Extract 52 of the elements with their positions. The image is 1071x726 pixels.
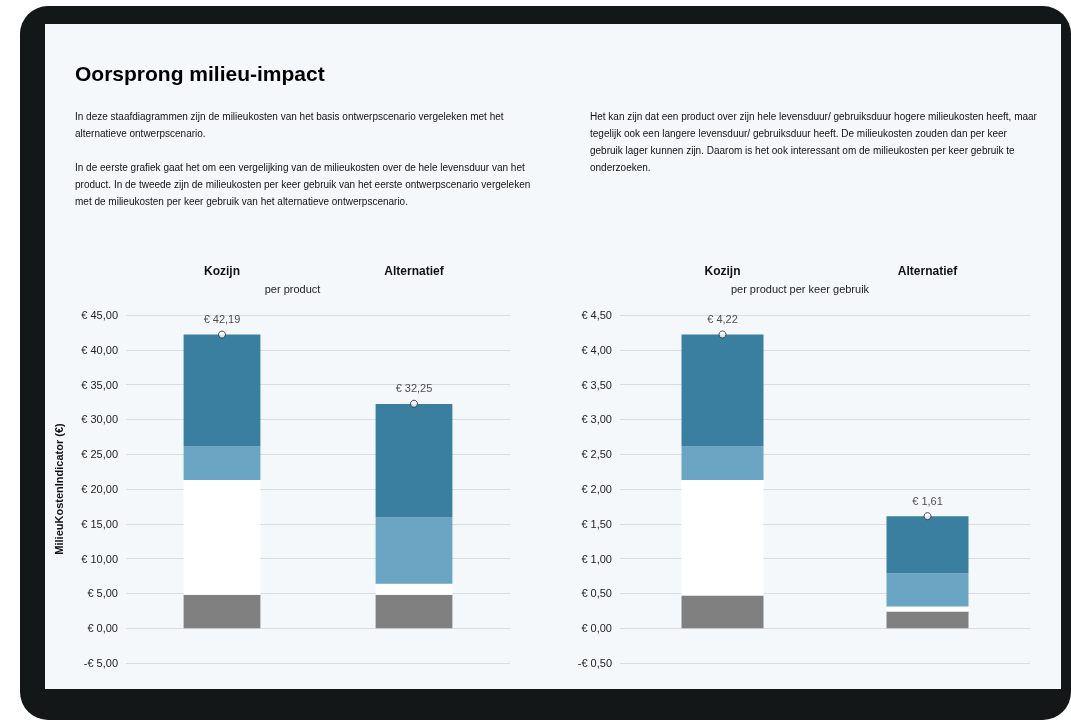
y-tick-label: € 40,00: [81, 343, 118, 356]
y-tick-label: € 2,50: [581, 448, 612, 461]
bar: [886, 611, 969, 629]
data-label: € 42,19: [203, 313, 241, 326]
y-tick-label: € 1,50: [581, 517, 612, 530]
y-tick-label: € 10,00: [81, 552, 118, 565]
y-tick-label: € 3,00: [581, 413, 612, 426]
chart-subtitle: per product: [264, 282, 321, 295]
bar: [681, 334, 764, 447]
y-axis-title: MilieuKostenIndicator (€): [52, 422, 65, 555]
x-tick-label: Alternatief: [384, 264, 445, 278]
y-tick-label: € 2,00: [581, 483, 612, 495]
data-label: € 1,61: [912, 494, 943, 507]
y-tick-label: € 4,00: [581, 343, 612, 356]
y-tick-label: € 30,00: [81, 413, 118, 426]
chart-title: Oorsprong milieu-impact: [75, 62, 325, 86]
bar: [681, 446, 764, 480]
text: Het kan zijn dat een product over zijn hele levensduur/ gebruiksduur hogere milieukosten heeft, maar tegelijk ook een langere levensduur/ gebruiksduur heeft. De milieukosten zouden dan per keer gebruik lager kunnen zijn. Daarom is het ook interessant om de milieukosten per keer gebruik te onderzoeken.: [590, 110, 1038, 175]
bar: [183, 334, 261, 447]
y-tick-label: € 35,00: [81, 378, 118, 391]
y-tick-label: € 5,00: [87, 587, 118, 600]
text: In deze staafdiagrammen zijn de milieukosten van het basis ontwerpscenario vergeleken met het alternatieve ontwerpscenario.: [75, 110, 505, 141]
y-tick-label: € 45,00: [81, 309, 118, 321]
bar: [375, 517, 453, 584]
y-tick-label: € 0,00: [581, 622, 612, 635]
bar: [886, 516, 969, 574]
x-tick-label: Kozijn: [204, 264, 240, 278]
y-tick-label: € 1,00: [581, 552, 612, 565]
y-tick-label: € 25,00: [81, 448, 118, 461]
y-tick-label: € 4,50: [581, 309, 612, 321]
bar: [375, 404, 453, 518]
y-tick-label: € 15,00: [81, 517, 118, 530]
y-tick-label: € 20,00: [81, 483, 118, 495]
y-tick-label: € 0,50: [581, 587, 612, 600]
data-label: € 32,25: [395, 382, 433, 395]
bar: [375, 583, 453, 595]
y-tick-label: € 3,50: [581, 378, 612, 391]
bar: [681, 595, 764, 629]
bar: [681, 479, 764, 596]
bar: [183, 446, 261, 480]
bar: [183, 594, 261, 629]
bar: [183, 479, 261, 595]
x-tick-label: Alternatief: [897, 264, 959, 278]
bar: [375, 594, 453, 629]
bar: [886, 573, 969, 607]
y-tick-label: -€ 0,50: [577, 657, 612, 669]
chart-subtitle: per product per keer gebruik: [730, 282, 870, 295]
y-tick-label: € 0,00: [87, 622, 118, 635]
data-label: € 4,22: [707, 312, 738, 325]
x-tick-label: Kozijn: [704, 264, 741, 278]
y-tick-label: -€ 5,00: [83, 657, 118, 669]
text: In de eerste grafiek gaat het om een vergelijking van de milieukosten over de hele levensduur van het product. In de tweede zijn de milieukosten per keer gebruik van het eerste ontwerpscenario vergeleken met de milieukosten per keer gebruik van het alternatieve ontwerpscenario.: [75, 161, 532, 209]
